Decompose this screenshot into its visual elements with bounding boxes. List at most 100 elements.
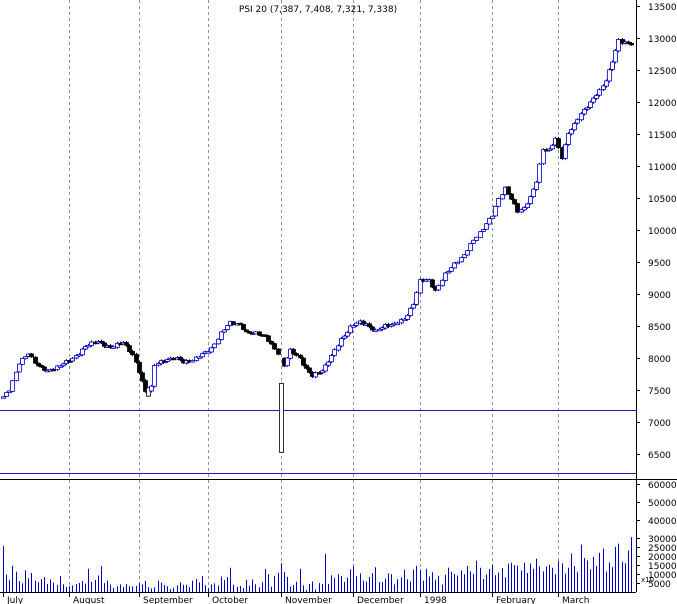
month-label: October — [212, 596, 248, 604]
candle-body — [14, 371, 19, 381]
candle-body — [313, 372, 318, 378]
volume-tick-label: 40000 — [648, 517, 677, 527]
candle — [231, 321, 236, 326]
candle — [399, 318, 404, 325]
candle — [219, 331, 224, 341]
candle-body — [291, 348, 296, 355]
candle — [462, 253, 467, 259]
candle-body — [206, 351, 211, 354]
candle — [411, 303, 416, 310]
candle-body — [143, 380, 148, 392]
candle-body — [165, 359, 170, 362]
candle-body — [61, 363, 66, 367]
candle-body — [522, 206, 527, 211]
candle — [156, 362, 161, 367]
candle — [171, 357, 176, 361]
candle — [575, 118, 580, 125]
candle-body — [99, 340, 104, 344]
candle — [1, 396, 6, 399]
candle-body — [320, 370, 325, 374]
candle-body — [244, 329, 249, 333]
candle — [86, 343, 91, 348]
price-tick-label: 8500 — [648, 323, 671, 333]
price-tick-label: 11500 — [648, 131, 677, 141]
candle-body — [149, 385, 154, 392]
candle-body — [443, 272, 448, 281]
candle-body — [496, 198, 501, 207]
candle — [556, 137, 561, 149]
candle — [537, 162, 542, 184]
candle — [336, 344, 341, 352]
month-label: September — [143, 596, 193, 604]
candle-body — [111, 346, 116, 349]
candle — [531, 187, 536, 198]
candle-body — [74, 355, 79, 359]
candle-body — [209, 347, 214, 353]
candle-body — [550, 144, 555, 150]
candle-body — [146, 387, 151, 397]
candle-body — [534, 181, 539, 190]
candle — [525, 202, 530, 209]
candle-body — [446, 271, 451, 274]
candle — [610, 60, 615, 71]
volume-tick-label: 10000 — [648, 571, 677, 581]
month-label: July — [6, 596, 24, 604]
candle-body — [285, 357, 290, 367]
candle — [395, 321, 400, 325]
candle — [212, 343, 217, 349]
candle — [301, 356, 306, 367]
price-tick-label: 11000 — [648, 163, 677, 173]
candle — [140, 371, 145, 383]
candle — [509, 193, 514, 201]
price-tick-label: 6500 — [648, 451, 671, 461]
candle — [515, 202, 520, 214]
candle — [146, 387, 151, 397]
candle — [39, 364, 44, 369]
candle-body — [506, 186, 511, 195]
candle-body — [329, 355, 334, 363]
candle — [323, 363, 328, 373]
candle — [430, 278, 435, 289]
candle-body — [342, 335, 347, 339]
candle — [443, 271, 448, 282]
candle — [613, 49, 618, 64]
candle — [178, 355, 183, 362]
candle — [449, 266, 454, 273]
candle — [339, 337, 344, 348]
candle-body — [345, 331, 350, 337]
vertical-gridlines — [69, 0, 559, 592]
candle-body — [579, 113, 584, 121]
candle — [307, 366, 312, 374]
candle — [572, 122, 577, 132]
candle-body — [156, 363, 161, 366]
volume-tick-label: 5000 — [648, 580, 671, 590]
candle-body — [212, 343, 217, 348]
candle — [124, 340, 129, 347]
candle — [83, 345, 88, 351]
candle — [550, 143, 555, 151]
candle — [506, 185, 511, 195]
candle-body — [402, 318, 407, 322]
candle-body — [225, 325, 230, 330]
candle-body — [487, 217, 492, 225]
candle-body — [563, 144, 568, 159]
candle-body — [594, 95, 599, 99]
candle-body — [629, 42, 634, 46]
candle-body — [298, 354, 303, 359]
candle — [70, 356, 75, 363]
candle-body — [585, 107, 590, 110]
candle — [418, 278, 423, 295]
candle-body — [23, 356, 28, 360]
month-label: December — [357, 596, 404, 604]
candle — [190, 359, 195, 363]
candle — [345, 330, 350, 338]
price-tick-label: 13000 — [648, 35, 677, 45]
candle — [134, 352, 139, 364]
candle-body — [613, 50, 618, 63]
candle — [225, 324, 230, 331]
candle — [440, 279, 445, 287]
candle-body — [411, 304, 416, 309]
candle — [206, 350, 211, 354]
candle — [36, 362, 41, 367]
price-axis-ticks: 6500 7000 7500 8000 8500 9000 9500 10000 10500 11… — [636, 3, 677, 461]
